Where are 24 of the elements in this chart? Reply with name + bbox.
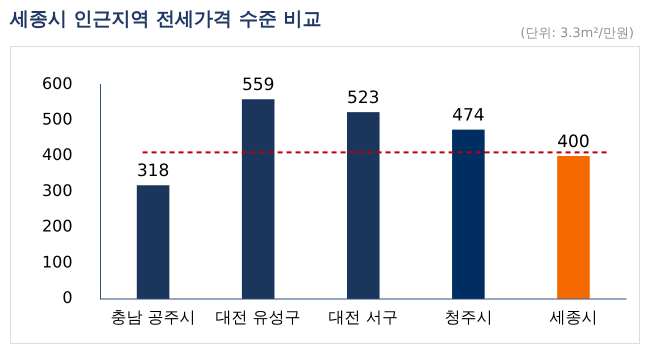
data-label: 318 [136,161,170,182]
y-tick-label: 200 [42,216,73,236]
data-label: 559 [242,75,274,96]
x-tick-label: 청주시 [444,308,492,327]
y-tick-label: 500 [42,109,73,128]
y-tick-label: 600 [42,74,73,93]
chart-title: 세종시 인근지역 전세가격 수준 비교 [10,7,322,32]
y-tick-label: 0 [62,288,73,307]
data-label: 474 [452,106,485,126]
x-tick-label: 충남 공주시 [110,308,196,327]
data-label: 523 [347,88,380,108]
y-tick-label: 100 [42,252,73,272]
bar [242,99,274,299]
x-tick-label: 대전 서구 [328,308,398,327]
chart-subtitle: (단위: 3.3m²/만원) [520,25,634,42]
x-tick-label: 세종시 [549,308,598,327]
data-label: 400 [557,132,590,152]
x-tick-label: 대전 유성구 [216,308,301,327]
bar [346,112,380,299]
bar [452,130,485,299]
bar [557,156,590,299]
y-tick-label: 400 [42,145,73,164]
bar [136,185,170,299]
y-tick-label: 300 [42,180,73,200]
